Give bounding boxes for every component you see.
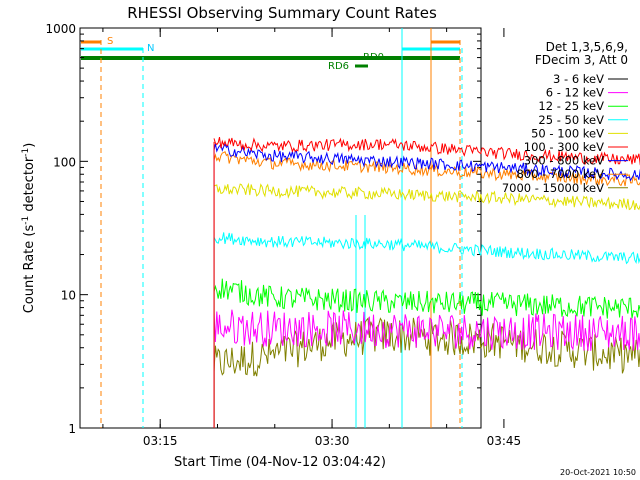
legend-label-2: 12 - 25 keV [538, 99, 604, 113]
legend-label-6: 300 - 800 keV [524, 154, 604, 168]
ylabel-part-b: detector [22, 156, 37, 216]
y-axis-label: Count Rate (s-1 detector-1) [21, 143, 37, 314]
series-line-4 [213, 182, 640, 211]
series-line-7 [213, 151, 640, 187]
timestamp: 20-Oct-2021 10:50 [560, 468, 636, 477]
series-line-3 [213, 232, 640, 265]
legend-label-1: 6 - 12 keV [546, 86, 604, 100]
legend-label-8: 7000 - 15000 keV [502, 181, 604, 195]
series-line-6 [213, 143, 640, 182]
time-markers [100, 28, 463, 428]
n-flag-label: N [147, 43, 154, 54]
y-tick-label: 1000 [45, 22, 76, 36]
y-tick-label: 1 [68, 422, 76, 436]
series-line-8 [213, 317, 640, 377]
series-line-1 [213, 309, 640, 351]
y-tick-label: 10 [61, 289, 76, 303]
rd0-flag-label: RD0 [363, 52, 384, 63]
legend-label-0: 3 - 6 keV [553, 72, 604, 86]
flag-bars: S N RD0 RD6 [81, 36, 460, 72]
s-flag-label: S [107, 36, 113, 47]
legend-label-7: 800 - 7000 keV [516, 167, 604, 181]
y-tick-label: 100 [53, 155, 76, 169]
ylabel-part-c: ) [22, 143, 37, 148]
series-layer [213, 136, 640, 428]
legend-header-line1: Det 1,3,5,6,9, [546, 40, 628, 54]
legend-label-3: 25 - 50 keV [538, 113, 604, 127]
x-tick-label: 03:15 [143, 434, 178, 448]
legend-label-5: 100 - 300 keV [524, 140, 604, 154]
legend-label-4: 50 - 100 keV [531, 126, 604, 140]
legend-header-line2: FDecim 3, Att 0 [535, 53, 628, 67]
series-line-2 [213, 278, 640, 319]
x-tick-label: 03:30 [315, 434, 350, 448]
x-axis-label: Start Time (04-Nov-12 03:04:42) [174, 455, 386, 470]
x-tick-label: 03:45 [487, 434, 522, 448]
y-axis: 1 10 100 1000 [45, 22, 481, 436]
plot-frame [79, 27, 482, 429]
rd6-flag-label: RD6 [328, 61, 349, 72]
ylabel-part-a: Count Rate (s [22, 225, 37, 314]
ylabel-sup-a: -1 [21, 216, 31, 225]
ylabel-sup-b: -1 [21, 148, 31, 157]
chart-title: RHESSI Observing Summary Count Rates [127, 4, 437, 22]
series-line-5 [213, 136, 640, 166]
